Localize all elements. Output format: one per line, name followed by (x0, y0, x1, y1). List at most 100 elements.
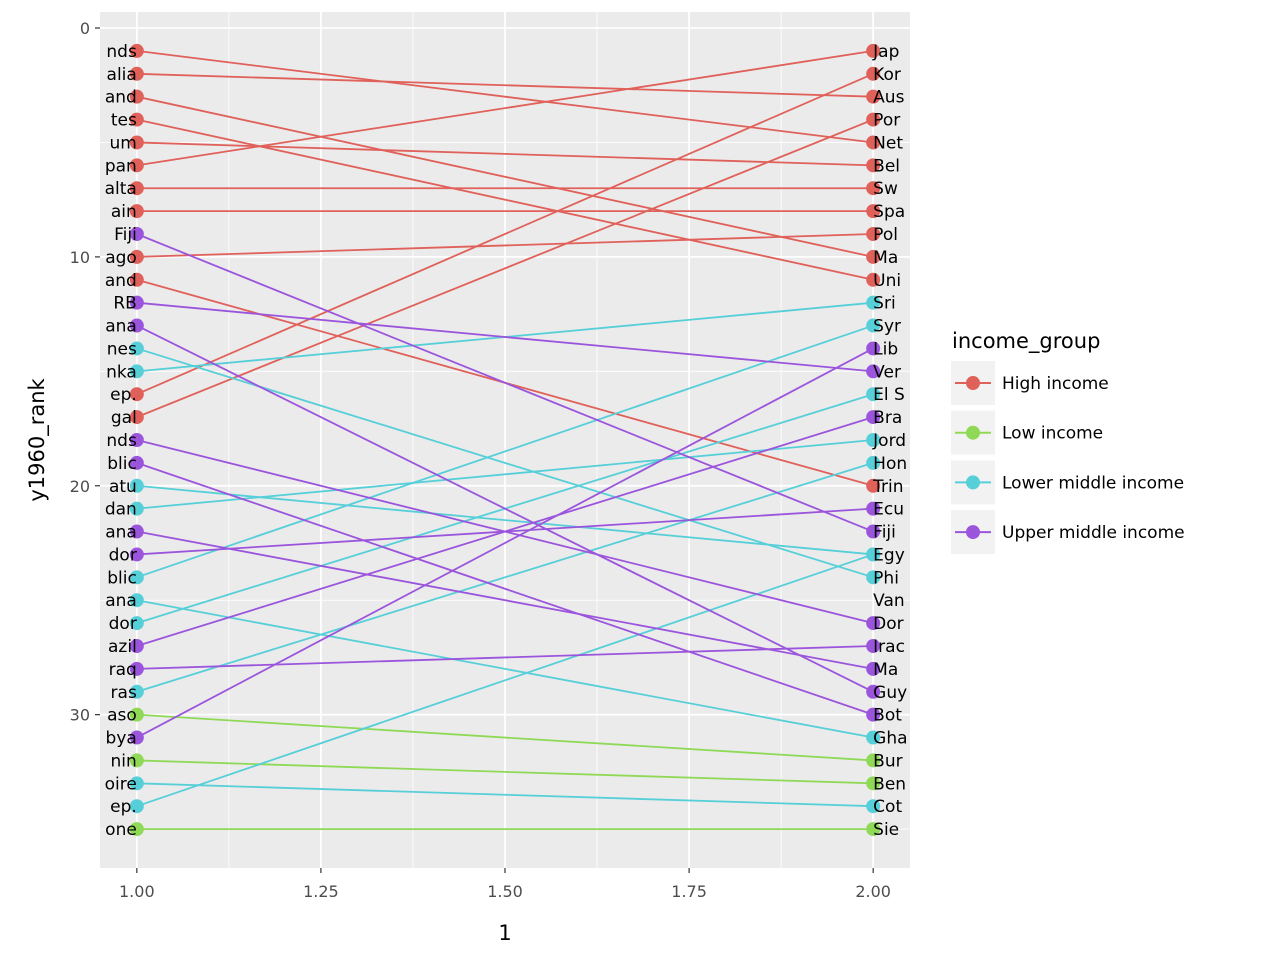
point-later (866, 318, 881, 333)
point-later (866, 638, 881, 653)
left-point-label: and (105, 271, 137, 291)
right-point-label: Phi (873, 568, 899, 588)
right-point-label: Dor (873, 614, 903, 634)
legend-label: High income (1002, 374, 1109, 394)
left-point-label: ana (105, 523, 137, 543)
legend-label: Upper middle income (1002, 523, 1185, 543)
x-axis-title: 1 (498, 921, 511, 945)
point-later (866, 799, 881, 814)
left-point-label: nds (106, 431, 137, 451)
point-1960 (129, 433, 144, 447)
legend-label: Low income (1002, 424, 1103, 444)
legend-key-point (966, 475, 980, 490)
x-tick-label: 1.50 (487, 882, 523, 901)
slope-line (136, 118, 874, 418)
point-1960 (129, 66, 144, 81)
slope-line (136, 553, 874, 808)
series-points (129, 43, 881, 837)
left-point-label: nka (106, 362, 137, 382)
legend-title: income_group (952, 329, 1100, 354)
point-later (866, 570, 881, 585)
y-tick-label: 0 (80, 19, 90, 38)
slope-line (136, 599, 874, 739)
legend-key-point (966, 525, 980, 540)
slope-line (136, 530, 874, 670)
left-point-label: nin (111, 751, 137, 771)
left-point-label: nds (106, 42, 137, 62)
slope-line (136, 347, 874, 739)
slope-line (136, 233, 874, 533)
slope-line (136, 416, 874, 647)
right-point-label: Net (873, 133, 903, 153)
slope-line (136, 439, 874, 510)
right-point-label: Sw (873, 179, 898, 199)
point-later (866, 524, 881, 539)
point-1960 (129, 135, 144, 150)
point-1960 (129, 112, 144, 127)
slope-line (136, 324, 874, 693)
series-lines (136, 50, 874, 830)
slope-line (136, 50, 874, 167)
left-point-label: ep. (110, 385, 137, 405)
right-point-label: Van (873, 591, 905, 611)
point-1960 (129, 181, 144, 196)
right-point-label: Sri (873, 294, 896, 314)
left-point-label: dan (105, 500, 137, 520)
point-1960 (129, 547, 144, 562)
point-later (866, 43, 881, 58)
point-later (866, 158, 881, 173)
right-point-label: Ver (873, 362, 901, 382)
point-1960 (129, 43, 144, 58)
left-point-label: and (105, 88, 137, 108)
left-point-label: dor (109, 545, 137, 565)
left-point-label: oire (105, 774, 137, 794)
left-point-label: ain (111, 202, 137, 222)
point-later (866, 227, 881, 242)
right-point-label: Syr (873, 317, 901, 337)
right-point-label: Sie (873, 820, 899, 840)
point-later (866, 684, 881, 699)
point-1960 (129, 249, 144, 264)
left-point-label: blic (107, 568, 137, 588)
left-point-label: nes (107, 339, 137, 359)
y-axis-title: y1960_rank (25, 377, 50, 501)
point-1960 (129, 341, 144, 356)
point-later (866, 776, 881, 791)
left-point-label: ana (105, 317, 137, 337)
point-later (866, 707, 881, 722)
slope-line (136, 782, 874, 808)
point-1960 (129, 89, 144, 104)
point-1960 (129, 707, 144, 722)
point-1960 (129, 455, 144, 470)
y-tick-label: 30 (70, 706, 90, 725)
point-1960 (129, 822, 144, 837)
point-1960 (129, 661, 144, 676)
point-later (866, 661, 881, 676)
left-point-label: azil (108, 637, 137, 657)
point-1960 (129, 753, 144, 768)
y-axis: 0 10 20 30 (70, 19, 100, 725)
point-1960 (129, 478, 144, 493)
right-point-label: Guy (873, 683, 907, 703)
point-later (866, 753, 881, 768)
right-point-label: Uni (873, 271, 901, 291)
point-1960 (129, 318, 144, 333)
point-later (866, 364, 881, 379)
point-1960 (129, 570, 144, 585)
right-point-label: Bra (873, 408, 902, 428)
point-later (866, 341, 881, 356)
right-point-label: Bel (873, 156, 900, 176)
left-point-label: gal (111, 408, 137, 428)
point-1960 (129, 776, 144, 791)
point-later (866, 204, 881, 219)
left-point-label: ana (105, 591, 137, 611)
right-point-label: Por (873, 111, 900, 131)
point-later (866, 433, 881, 447)
point-1960 (129, 524, 144, 539)
point-later (866, 387, 881, 402)
slope-line (136, 713, 874, 762)
slope-line (136, 72, 874, 98)
slope-line (136, 301, 874, 373)
